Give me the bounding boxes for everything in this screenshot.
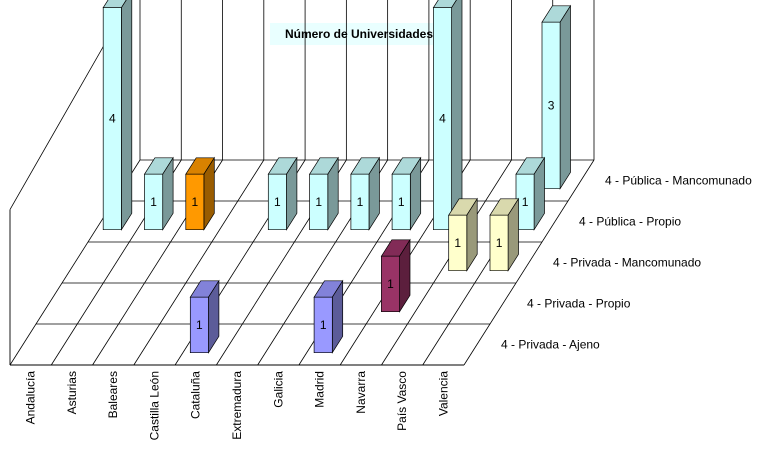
bar-side (451, 0, 463, 231)
x-tick-label: Castilla León (147, 371, 161, 440)
bar-front (144, 173, 164, 231)
x-tick-label: Cataluña (189, 371, 203, 419)
bar-front (391, 173, 411, 231)
x-tick-label: Valencia (436, 371, 450, 416)
bar: 4 (102, 0, 133, 231)
bar-data-label: 1 (398, 195, 405, 209)
bar-front (433, 7, 452, 231)
bar-front (309, 173, 329, 231)
chart-gridlines (9, 0, 595, 366)
bar: 1 (308, 156, 339, 231)
bar: 1 (267, 156, 298, 231)
bar: 1 (489, 197, 520, 272)
bar-side (559, 4, 571, 190)
bar: 1 (380, 238, 411, 313)
chart-title: Número de Universidades (270, 23, 448, 45)
bar: 1 (515, 156, 546, 231)
x-tick-labels: Andalucía Asturias Baleares Castilla León Ca… (24, 371, 451, 441)
bar-data-label: 3 (548, 98, 555, 112)
bar-data-label: 1 (315, 195, 322, 209)
bar: 1 (391, 156, 422, 231)
bar-front (189, 296, 209, 354)
bar-data-label: 1 (522, 195, 529, 209)
floor-depth-gridline (463, 159, 595, 366)
bar-front (381, 255, 400, 313)
bar-front (267, 173, 287, 231)
series-depth-label: 4 - Privada - Propio (527, 297, 631, 311)
floor-depth-gridline (381, 159, 512, 366)
bar-data-label: 1 (150, 195, 157, 209)
bar-data-label: 1 (274, 195, 281, 209)
bar-data-label: 1 (387, 277, 394, 291)
bar-front (541, 21, 561, 190)
bar: 1 (313, 279, 344, 354)
x-tick-label: País Vasco (395, 371, 409, 431)
x-tick-label: Baleares (106, 371, 120, 418)
bar-data-label: 4 (109, 112, 116, 126)
series-labels: 4 - Privada - Ajeno 4 - Privada - Propio 4… (501, 174, 752, 352)
bar-front (448, 214, 468, 272)
bar: 1 (350, 156, 381, 231)
bar-data-label: 1 (320, 318, 327, 332)
bar-front (313, 296, 333, 354)
bar-front (350, 173, 370, 231)
bar-data-label: 1 (454, 236, 461, 250)
series-depth-label: 4 - Privada - Mancomunado (553, 256, 701, 270)
bar-data-label: 1 (192, 195, 199, 209)
series-depth-label: 4 - Pública - Mancomunado (605, 174, 752, 188)
series-depth-label: 4 - Privada - Ajeno (501, 338, 600, 352)
bar: 1 (448, 197, 478, 272)
bar-front (185, 173, 205, 231)
bar-side (121, 0, 133, 231)
x-tick-label: Extremadura (230, 371, 244, 440)
bar-front (489, 214, 509, 272)
x-tick-label: Asturias (65, 371, 79, 414)
bar-front (515, 173, 535, 231)
bars-group: 3 4 1 1 1 1 1 1 4 1 1 1 1 1 1 (102, 0, 572, 354)
bar-data-label: 1 (357, 195, 364, 209)
x-tick-label: Madrid (313, 371, 327, 408)
bar: 1 (185, 156, 215, 231)
bar: 1 (143, 156, 174, 231)
x-tick-label: Andalucía (24, 371, 38, 425)
x-tick-label: Navarra (354, 371, 368, 414)
floor-depth-gridline (133, 159, 265, 366)
bar: 1 (189, 279, 220, 354)
bar: 4 (432, 0, 463, 231)
bar-data-label: 1 (496, 236, 503, 250)
bar-front (102, 7, 122, 231)
series-depth-label: 4 - Pública - Propio (579, 215, 681, 229)
bar-data-label: 1 (196, 318, 203, 332)
bar-data-label: 4 (439, 112, 446, 126)
bar: 3 (541, 4, 572, 190)
x-tick-label: Galicia (271, 371, 285, 408)
